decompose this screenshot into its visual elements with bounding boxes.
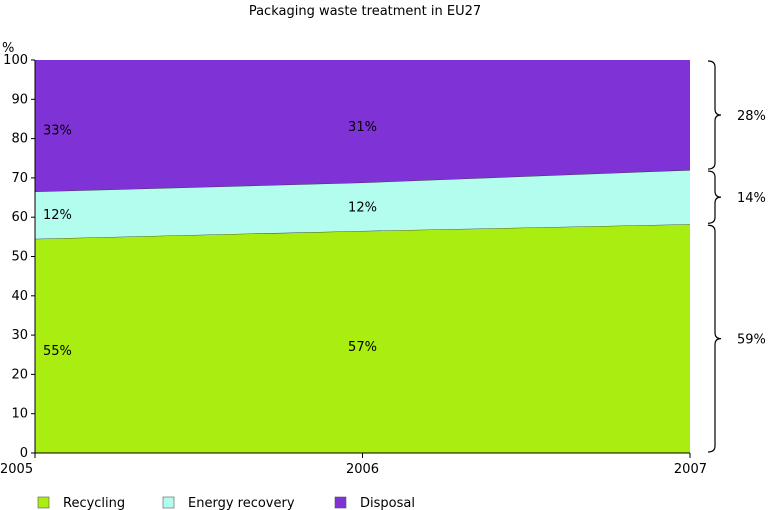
area-disposal [35, 60, 690, 192]
area-recycling [35, 224, 690, 453]
y-tick-label: 10 [11, 407, 28, 422]
x-tick-label: 2005 [0, 462, 33, 477]
y-tick-label: 0 [20, 446, 28, 461]
y-tick-label: 40 [11, 289, 28, 304]
y-axis-label: % [2, 41, 14, 56]
y-tick-label: 60 [11, 210, 28, 225]
brace-bracket [707, 224, 722, 453]
data-label: 31% [348, 120, 377, 135]
legend-label: Recycling [63, 496, 125, 510]
legend-swatch [334, 496, 347, 509]
y-tick-label: 90 [11, 92, 28, 107]
x-tick-label: 2006 [346, 462, 379, 477]
brackets: 28% 14% 59% [707, 60, 766, 453]
y-tick-label: 30 [11, 328, 28, 343]
data-label: 12% [43, 208, 72, 223]
bracket-label: 28% [737, 109, 766, 124]
x-tick-label: 2007 [674, 462, 707, 477]
y-tick-label: 50 [11, 250, 28, 265]
legend-swatch [162, 496, 175, 509]
legend: Recycling Energy recovery Disposal [37, 496, 415, 510]
plot-area [34, 60, 691, 453]
data-labels: 55% 57% 12% 12% 33% 31% [43, 120, 377, 359]
brace-bracket [707, 60, 722, 170]
y-tick-label: 20 [11, 367, 28, 382]
chart-title: Packaging waste treatment in EU27 [249, 4, 481, 19]
legend-label: Disposal [360, 496, 415, 510]
data-label: 55% [43, 344, 72, 359]
legend-label: Energy recovery [188, 496, 295, 510]
legend-swatch [37, 496, 50, 509]
y-tick-label: 80 [11, 132, 28, 147]
bracket-label: 59% [737, 333, 766, 348]
y-tick-label: 70 [11, 171, 28, 186]
axes: 0 10 20 30 40 50 60 70 80 90 100 2005 2006 2007 [0, 53, 707, 477]
brace-bracket [707, 170, 722, 224]
data-label: 57% [348, 340, 377, 355]
bracket-label: 14% [737, 191, 766, 206]
y-tick-label: 100 [3, 53, 28, 68]
data-label: 12% [348, 200, 377, 215]
data-label: 33% [43, 124, 72, 139]
